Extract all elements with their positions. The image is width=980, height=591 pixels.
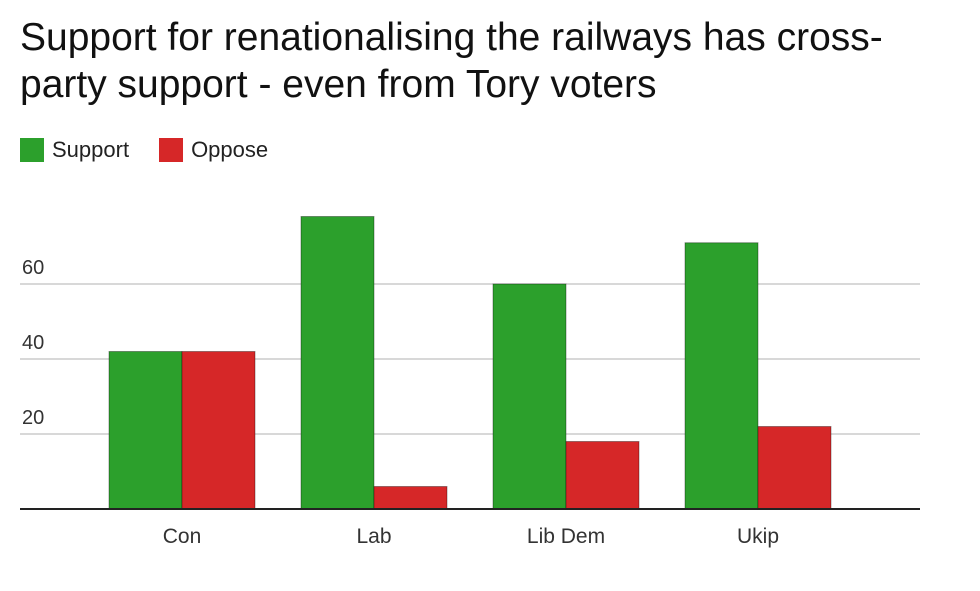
bar-support-lib-dem [492, 283, 567, 510]
legend-label-support: Support [52, 137, 130, 162]
bar-oppose-lab [373, 486, 448, 510]
legend-swatch-support [20, 138, 44, 162]
x-tick-label-lib-dem: Lib Dem [527, 525, 605, 548]
bar-oppose-lib-dem [565, 441, 640, 510]
y-tick-label-20: 20 [22, 407, 44, 429]
x-tick-label-ukip: Ukip [737, 525, 779, 548]
bar-support-con [108, 351, 183, 510]
legend: Support Oppose [20, 137, 298, 163]
y-tick-label-60: 60 [22, 257, 44, 279]
bar-oppose-con [181, 351, 256, 510]
y-tick-label-40: 40 [22, 332, 44, 354]
bar-support-ukip [684, 242, 759, 510]
bar-support-lab [300, 216, 375, 510]
x-tick-label-lab: Lab [356, 525, 391, 548]
legend-label-oppose: Oppose [191, 137, 269, 162]
chart-title: Support for renationalising the railways… [20, 16, 883, 106]
x-tick-label-con: Con [163, 525, 202, 548]
bar-oppose-ukip [757, 426, 832, 510]
legend-swatch-oppose [159, 138, 184, 162]
legend-item-support: Support [20, 137, 129, 163]
legend-item-oppose: Oppose [159, 137, 268, 163]
